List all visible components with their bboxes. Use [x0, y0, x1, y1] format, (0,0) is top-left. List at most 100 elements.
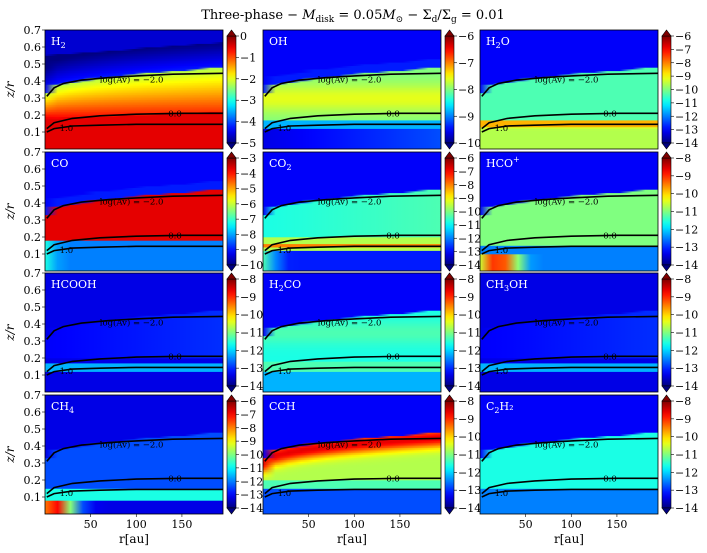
- heatmap-band: [480, 214, 658, 217]
- heatmap-band: [480, 228, 658, 231]
- heatmap-band: [45, 161, 223, 165]
- contour-line: [46, 194, 223, 219]
- heatmap-band: [45, 384, 223, 388]
- heatmap-band: [480, 30, 658, 32]
- heatmap-band: [263, 143, 441, 146]
- heatmap-band: [263, 469, 441, 472]
- heatmap-band: [480, 153, 658, 156]
- heatmap-band: [45, 190, 223, 194]
- heatmap-band: [480, 421, 658, 425]
- heatmap-band: [480, 211, 658, 214]
- heatmap-band: [263, 145, 441, 148]
- heatmap-band: [45, 80, 223, 83]
- heatmap-band: [263, 411, 441, 414]
- heatmap-band: [45, 133, 223, 136]
- colorbar-extend-bottom: [661, 264, 672, 272]
- heatmap-band: [45, 512, 223, 514]
- heatmap-band: [480, 241, 658, 245]
- heatmap-band: [263, 243, 441, 246]
- heatmap-band: [263, 428, 441, 431]
- heatmap-band: [45, 173, 223, 177]
- heatmap-band: [263, 510, 441, 513]
- heatmap-band: [45, 411, 223, 414]
- colorbar-tick-label: −14: [675, 259, 698, 272]
- heatmap-band: [263, 48, 441, 51]
- heatmap-band: [480, 201, 658, 204]
- heatmap-band: [480, 301, 658, 304]
- heatmap-band: [263, 231, 441, 234]
- heatmap-band: [480, 231, 658, 234]
- x-tick-label: 50: [519, 518, 533, 531]
- heatmap-band: [480, 379, 658, 383]
- heatmap-band: [480, 362, 658, 366]
- heatmap-band: [45, 269, 223, 271]
- heatmap-band: [263, 337, 441, 340]
- x-tick-label: 100: [561, 518, 582, 531]
- heatmap-band: [45, 381, 223, 384]
- heatmap-band: [45, 277, 223, 281]
- heatmap-band: [45, 246, 223, 250]
- heatmap-band: [45, 53, 223, 56]
- heatmap-band: [45, 503, 223, 506]
- heatmap-band: [263, 156, 441, 160]
- heatmap-band: [45, 211, 223, 214]
- heatmap-band: [45, 262, 223, 265]
- heatmap-band: [480, 430, 658, 433]
- heatmap-band: [263, 84, 441, 87]
- heatmap-band: [480, 350, 658, 354]
- heatmap-band: [45, 194, 223, 197]
- colorbar-extend-top: [661, 151, 672, 159]
- heatmap-band: [263, 240, 441, 243]
- heatmap-band: [263, 190, 441, 194]
- heatmap-band: [480, 194, 658, 197]
- heatmap-band: [263, 87, 441, 90]
- heatmap-band: [480, 223, 658, 226]
- heatmap-band: [480, 240, 658, 243]
- contour-line: [46, 477, 223, 495]
- heatmap-band: [45, 359, 223, 362]
- heatmap-band: [480, 130, 658, 133]
- heatmap-band: [480, 62, 658, 65]
- heatmap-band: [480, 352, 658, 355]
- heatmap-band: [263, 349, 441, 352]
- heatmap-band: [263, 206, 441, 209]
- contour-label: log(Av) = −2.0: [535, 317, 599, 328]
- heatmap-band: [263, 495, 441, 498]
- heatmap-band: [263, 229, 441, 233]
- heatmap-band: [263, 170, 441, 173]
- heatmap-band: [263, 486, 441, 489]
- heatmap-band: [45, 218, 223, 221]
- heatmap-band: [263, 224, 441, 228]
- panel-frame: [262, 29, 442, 150]
- heatmap-band: [45, 224, 223, 228]
- heatmap-band: [480, 73, 658, 77]
- title-text: Three-phase − Mdisk = 0.05M⊙ − Σd/Σg = 0…: [201, 8, 505, 25]
- heatmap-band: [263, 107, 441, 111]
- heatmap-band: [45, 158, 223, 161]
- heatmap-band: [45, 306, 223, 309]
- heatmap-band: [480, 452, 658, 455]
- heatmap-band: [480, 258, 658, 262]
- heatmap-band: [45, 508, 223, 511]
- heatmap-band: [45, 184, 223, 187]
- heatmap-band: [480, 425, 658, 428]
- heatmap-band: [480, 116, 658, 119]
- colorbar-tick-label: −9: [458, 110, 474, 123]
- heatmap-band: [263, 138, 441, 141]
- heatmap-band: [45, 43, 223, 46]
- heatmap-band: [45, 248, 223, 251]
- heatmap-band: [480, 89, 658, 92]
- heatmap-band: [480, 96, 658, 99]
- heatmap-band: [480, 496, 658, 499]
- heatmap-band: [263, 325, 441, 328]
- heatmap-band: [263, 155, 441, 158]
- heatmap-band: [263, 269, 441, 271]
- colorbar-tick-label: −13: [675, 241, 698, 254]
- heatmap-band: [263, 92, 441, 95]
- heatmap-band: [263, 50, 441, 53]
- heatmap-band: [45, 153, 223, 156]
- heatmap-band: [45, 339, 223, 342]
- heatmap-band: [480, 345, 658, 349]
- colorbar-tick-label: −14: [458, 259, 481, 272]
- colorbar-body: [444, 400, 455, 509]
